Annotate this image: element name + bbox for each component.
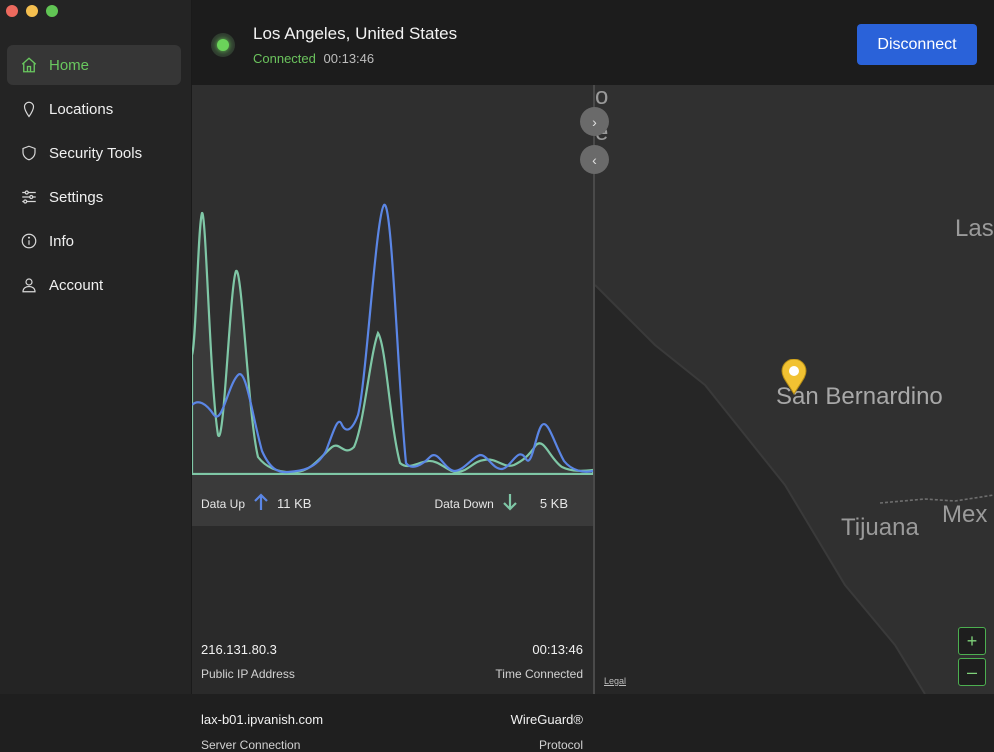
data-down-label: Data Down <box>434 496 494 511</box>
window-controls <box>6 5 58 17</box>
sliders-icon <box>19 187 39 207</box>
map-label: Mex <box>942 501 988 528</box>
sidebar-item-locations[interactable]: Locations <box>7 89 181 129</box>
traffic-legend: Data Up 11 KB Data Down 5 KB <box>192 475 593 526</box>
home-icon <box>19 55 39 75</box>
sidebar-item-label: Locations <box>49 100 114 118</box>
connection-details: 216.131.80.3 Public IP Address 00:13:46 … <box>192 526 593 752</box>
arrow-down-icon <box>502 493 518 514</box>
data-up-label: Data Up <box>201 496 246 511</box>
sidebar-item-label: Info <box>49 232 75 250</box>
data-down-stat: Data Down 5 KB <box>434 493 568 514</box>
location-marker-icon[interactable] <box>781 359 807 395</box>
map-label-san-bernardino: San Bernardino <box>776 383 943 410</box>
connected-location: Los Angeles, United States <box>253 24 458 43</box>
connected-indicator-icon <box>211 33 235 57</box>
map-label: Las <box>955 215 994 242</box>
server-connection-label: Server Connection <box>201 738 301 752</box>
chevron-left-icon: ‹ <box>592 151 597 168</box>
public-ip-value: 216.131.80.3 <box>201 642 277 657</box>
chevron-right-icon: › <box>592 113 597 130</box>
traffic-graph <box>192 85 593 475</box>
public-ip-label: Public IP Address <box>201 667 295 681</box>
sidebar-item-label: Home <box>49 56 90 74</box>
sidebar-item-home[interactable]: Home <box>7 45 181 85</box>
connection-elapsed: 00:13:46 <box>323 51 375 66</box>
protocol-value: WireGuard® <box>510 712 583 727</box>
expand-panel-button[interactable]: › <box>580 107 609 136</box>
connection-status-line: Connected 00:13:46 <box>253 51 374 66</box>
sidebar-item-label: Account <box>49 276 104 294</box>
sidebar: Home Locations Security Tools Settings I… <box>0 0 192 694</box>
info-icon <box>19 231 39 251</box>
traffic-panel: Data Up 11 KB Data Down 5 KB 216.131.80.… <box>192 85 593 752</box>
shield-icon <box>19 143 39 163</box>
arrow-up-icon <box>253 493 269 514</box>
data-down-series <box>192 211 593 475</box>
map-view[interactable]: o e Las San Bernardino Tijuana Mex <box>595 85 994 694</box>
connection-status: Connected <box>253 51 316 66</box>
user-icon <box>19 275 39 295</box>
zoom-window-button[interactable] <box>46 5 58 17</box>
map-label-tijuana: Tijuana <box>841 514 919 541</box>
protocol-label: Protocol <box>538 738 583 752</box>
coastline <box>595 284 926 694</box>
time-connected-label: Time Connected <box>495 667 583 681</box>
map-label: o <box>595 85 609 110</box>
sidebar-item-security-tools[interactable]: Security Tools <box>7 133 181 173</box>
zoom-in-button[interactable]: + <box>958 627 986 655</box>
legal-link[interactable]: Legal <box>604 676 627 686</box>
disconnect-button[interactable]: Disconnect <box>857 24 977 65</box>
close-window-button[interactable] <box>6 5 18 17</box>
panel-divider[interactable] <box>593 85 595 694</box>
minimize-window-button[interactable] <box>26 5 38 17</box>
border-line <box>879 494 994 504</box>
data-up-series <box>192 203 593 474</box>
location-pin-icon <box>19 99 39 119</box>
sidebar-item-info[interactable]: Info <box>7 221 181 261</box>
sidebar-nav: Home Locations Security Tools Settings I… <box>7 45 181 309</box>
sidebar-item-label: Security Tools <box>49 144 143 162</box>
server-connection-value: lax-b01.ipvanish.com <box>201 712 324 727</box>
sidebar-item-settings[interactable]: Settings <box>7 177 181 217</box>
sidebar-item-account[interactable]: Account <box>7 265 181 305</box>
collapse-panel-button[interactable]: ‹ <box>580 145 609 174</box>
data-up-stat: Data Up 11 KB <box>201 493 311 514</box>
zoom-out-button[interactable]: – <box>958 658 986 686</box>
sidebar-item-label: Settings <box>49 188 104 206</box>
connection-header: Los Angeles, United States Connected 00:… <box>192 0 994 85</box>
data-up-value: 11 KB <box>277 496 312 511</box>
time-connected-value: 00:13:46 <box>532 642 583 657</box>
data-down-value: 5 KB <box>539 496 568 511</box>
